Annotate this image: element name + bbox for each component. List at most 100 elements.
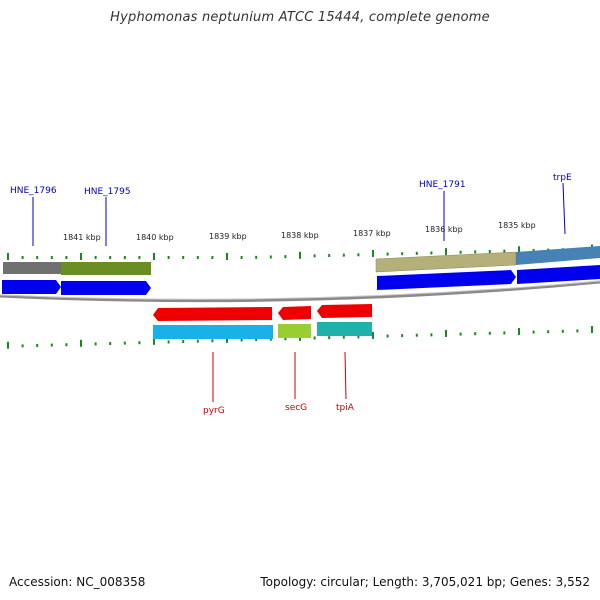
upper-tick-major [153, 253, 155, 260]
lower-tick-minor [547, 330, 550, 334]
lower-tick-minor [386, 334, 389, 338]
lower-tick-minor [21, 344, 24, 348]
gene-arrow-hne1796[interactable] [2, 280, 61, 294]
upper-tick-minor [284, 255, 287, 259]
lower-tick-minor [196, 339, 199, 343]
gene-arrow-pyrg[interactable] [153, 307, 272, 321]
lower-tick-minor [328, 336, 331, 340]
upper-tick-minor [109, 256, 112, 259]
upper-tick-minor [503, 249, 506, 253]
lower-tick-major [80, 339, 82, 347]
upper-tick-minor [36, 256, 39, 259]
upper-tick-major [372, 249, 374, 257]
lower-tick-minor [415, 333, 418, 337]
upper-tick-minor [532, 248, 535, 252]
lower-tick-minor [138, 341, 141, 345]
feature-box-trpe[interactable] [516, 246, 600, 265]
upper-tick-minor [488, 250, 491, 254]
upper-tick-major [226, 253, 228, 260]
kbp-label-1840: 1840 kbp [136, 233, 174, 242]
gene-arrow-secg[interactable] [278, 306, 311, 320]
lower-tick-minor [65, 343, 68, 347]
upper-tick-minor [459, 250, 462, 254]
gene-label-hne1791[interactable]: HNE_1791 [419, 180, 466, 190]
upper-tick-minor [65, 256, 68, 259]
lower-tick-minor [576, 329, 579, 333]
feature-box-hne1795[interactable] [61, 262, 151, 275]
gene-label-trpe[interactable]: trpE [553, 173, 572, 183]
lower-tick-minor [50, 343, 53, 347]
lower-tick-minor [123, 341, 126, 345]
upper-tick-row [7, 244, 593, 260]
lower-tick-major [372, 331, 374, 339]
lower-tick-minor [269, 337, 272, 341]
kbp-label-1839: 1839 kbp [209, 232, 247, 241]
lower-tick-major [226, 335, 228, 343]
gene-label-pyrg[interactable]: pyrG [203, 406, 225, 416]
lower-tick-minor [36, 343, 39, 347]
lower-tick-minor [109, 342, 112, 346]
lower-tick-minor [532, 330, 535, 334]
upper-tick-minor [474, 250, 477, 254]
upper-tick-minor [240, 256, 243, 259]
lower-tick-minor [342, 335, 345, 339]
upper-tick-minor [138, 256, 141, 259]
gene-label-hne1796[interactable]: HNE_1796 [10, 186, 57, 196]
upper-tick-minor [269, 255, 272, 259]
upper-tick-minor [211, 256, 214, 259]
lower-tick-minor [474, 332, 477, 336]
feature-box-secg[interactable] [278, 324, 311, 338]
upper-tick-minor [123, 256, 126, 259]
lower-tick-minor [459, 332, 462, 336]
gene-arrow-trpe[interactable] [517, 265, 600, 284]
upper-tick-minor [167, 256, 170, 259]
upper-tick-major [518, 246, 520, 254]
gene-label-tpia[interactable]: tpiA [336, 403, 355, 413]
lower-tick-minor [211, 339, 214, 343]
lower-tick-major [518, 327, 520, 335]
lower-tick-minor [430, 333, 433, 337]
lower-tick-minor [561, 329, 564, 333]
upper-tick-minor [50, 256, 53, 259]
gene-arrow-hne1795[interactable] [61, 281, 151, 295]
upper-tick-minor [401, 252, 404, 256]
upper-tick-minor [182, 256, 185, 259]
gene-arrow-tpia[interactable] [317, 304, 372, 318]
kbp-label-1841: 1841 kbp [63, 233, 101, 242]
kbp-label-1835: 1835 kbp [498, 221, 536, 230]
lower-tick-minor [167, 340, 170, 344]
lower-tick-major [153, 337, 155, 345]
lower-tick-minor [94, 342, 97, 346]
accession-text: Accession: NC_008358 [9, 575, 146, 589]
gene-label-hne1795[interactable]: HNE_1795 [84, 187, 131, 197]
map-title: Hyphomonas neptunium ATCC 15444, complet… [110, 10, 490, 25]
leader-line-trpe [562, 182, 566, 235]
gene-label-secg[interactable]: secG [285, 403, 307, 413]
upper-tick-minor [386, 252, 389, 256]
lower-tick-major [7, 341, 9, 349]
lower-tick-minor [401, 334, 404, 338]
leader-line-tpia [344, 351, 347, 400]
lower-tick-minor [240, 338, 243, 342]
upper-tick-major [80, 253, 82, 260]
upper-tick-major [445, 248, 447, 256]
upper-tick-major [7, 253, 9, 260]
upper-tick-minor [21, 256, 24, 259]
lower-tick-minor [503, 331, 506, 335]
upper-tick-minor [94, 256, 97, 259]
feature-box-pyrg[interactable] [153, 325, 273, 339]
feature-box-tpia[interactable] [317, 322, 372, 336]
upper-tick-minor [196, 256, 199, 259]
lower-tick-minor [357, 335, 360, 339]
gene-arrow-hne1791[interactable] [377, 270, 516, 290]
lower-tick-major [591, 326, 593, 334]
upper-tick-minor [430, 251, 433, 255]
kbp-label-1838: 1838 kbp [281, 231, 319, 240]
lower-tick-minor [488, 331, 491, 335]
lower-tick-minor [313, 336, 316, 340]
upper-tick-minor [357, 253, 360, 257]
lower-tick-minor [284, 337, 287, 341]
lower-tick-major [445, 329, 447, 337]
feature-box-hne1796[interactable] [3, 262, 61, 274]
